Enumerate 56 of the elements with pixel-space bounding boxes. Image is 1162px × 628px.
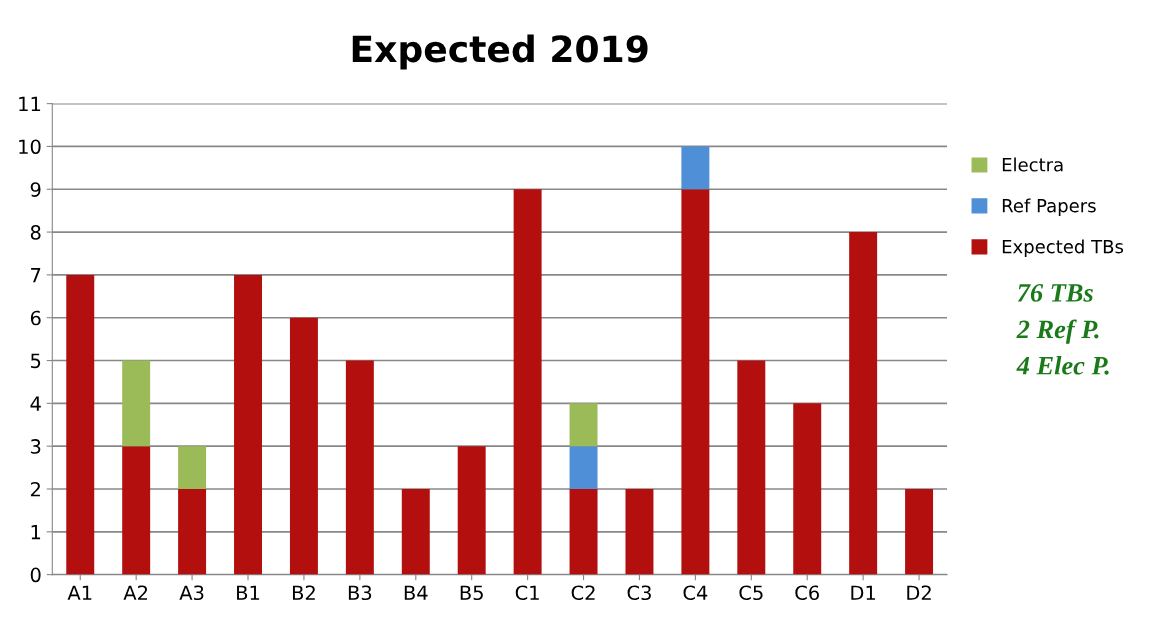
bar — [793, 403, 822, 575]
bar — [401, 488, 430, 575]
bar — [625, 488, 654, 575]
x-tick-label: D1 — [851, 585, 876, 600]
text: 76 TBs — [1017, 284, 1093, 302]
y-tick-label: 11 — [19, 96, 41, 112]
y-tick-label: 3 — [30, 439, 41, 454]
x-tick-label: A1 — [67, 585, 92, 600]
y-tick-label: 4 — [30, 396, 41, 411]
y-tick-label: 10 — [19, 139, 41, 155]
y-tick-label: 7 — [31, 268, 41, 283]
y-tick-label: 2 — [30, 481, 40, 497]
bar — [569, 403, 598, 447]
bar — [345, 360, 374, 575]
x-tick-label: C4 — [683, 585, 708, 601]
x-tick-label: C6 — [795, 585, 819, 601]
chart-title: Expected 2019 — [352, 34, 648, 70]
legend-label: Expected TBs — [1002, 239, 1124, 257]
bar — [234, 274, 262, 575]
text: 4 Elec P. — [1016, 356, 1109, 375]
x-tick-label: B1 — [237, 585, 260, 600]
x-tick-label: C5 — [739, 585, 763, 601]
y-tick-label: 1 — [31, 525, 41, 540]
bar — [122, 360, 151, 447]
bar — [569, 488, 598, 575]
x-tick-label: B4 — [404, 585, 428, 600]
bar — [178, 446, 207, 489]
x-tick-label: D2 — [907, 585, 931, 600]
y-tick-label: 8 — [30, 225, 41, 240]
bar — [66, 274, 95, 575]
x-tick-label: B5 — [460, 585, 483, 601]
bar — [513, 189, 542, 575]
bar — [178, 488, 207, 575]
bar — [569, 446, 598, 489]
bar — [681, 146, 710, 190]
x-tick-label: B3 — [348, 585, 372, 601]
x-tick-label: C2 — [571, 585, 595, 601]
bar — [122, 446, 151, 575]
x-tick-label: B2 — [292, 585, 315, 600]
y-tick-label: 0 — [30, 567, 41, 583]
x-tick-label: A3 — [179, 585, 204, 601]
y-tick-label: 6 — [30, 310, 41, 326]
x-tick-label: C3 — [627, 585, 651, 601]
x-tick-label: C1 — [515, 585, 539, 601]
bar — [289, 317, 318, 575]
x-tick-label: A2 — [123, 585, 148, 600]
y-tick-label: 9 — [30, 182, 41, 197]
text: 2 Ref P. — [1016, 319, 1099, 344]
bar — [457, 446, 486, 575]
legend-label: Ref Papers — [1002, 198, 1096, 216]
bar — [737, 360, 766, 575]
bar — [905, 488, 934, 575]
bar — [849, 232, 878, 575]
y-tick-label: 5 — [31, 353, 41, 369]
bar — [681, 189, 710, 575]
legend-label: Electra — [1002, 157, 1063, 172]
